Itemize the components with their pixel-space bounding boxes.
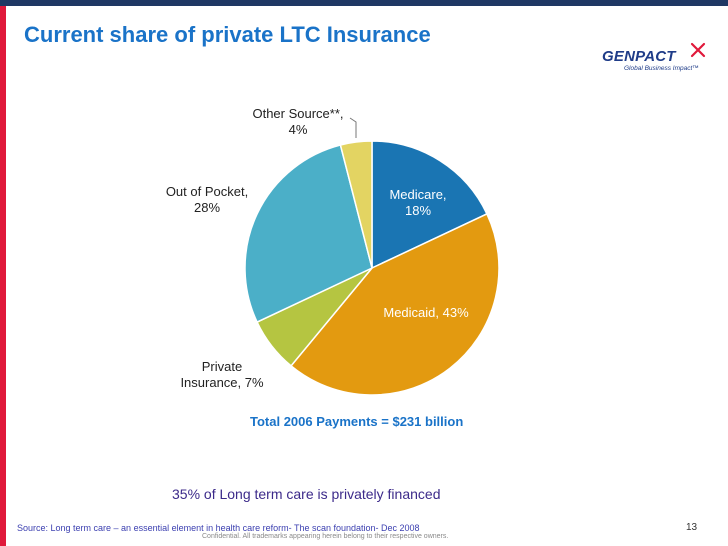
pie-slice-medicare [371,140,488,270]
page-number: 13 [686,522,698,533]
source-citation: Source: Long term care – an essential el… [17,523,420,533]
slice-label-out-of-pocket: Out of Pocket, 28% [166,184,248,215]
top-accent-bar [0,0,728,6]
pie-slice-medicaid [289,212,500,396]
total-payments-label: Total 2006 Payments = $231 billion [250,414,464,429]
slice-label-private-insurance: Private Insurance, 7% [180,359,264,390]
confidential-notice: Confidential. All trademarks appearing h… [202,533,449,540]
logo-mark-icon [690,42,706,58]
slice-label-medicaid: Medicaid, 43% [383,305,469,320]
slide-title: Current share of private LTC Insurance [24,22,431,47]
logo-wordmark: GENPACT [602,48,676,65]
pie-slice-out-of-pocket [244,144,373,324]
other-source-leader-line [349,117,357,138]
slice-label-medicare: Medicare, 18% [389,187,446,218]
slice-label-other-source: Other Source**, 4% [252,106,343,137]
private-financing-note: 35% of Long term care is privately finan… [172,486,441,502]
logo-tagline: Global Business Impact™ [624,65,699,72]
left-accent-bar [0,6,6,546]
pie-slice-other-source [339,140,373,269]
genpact-logo: GENPACT Global Business Impact™ [602,42,712,78]
